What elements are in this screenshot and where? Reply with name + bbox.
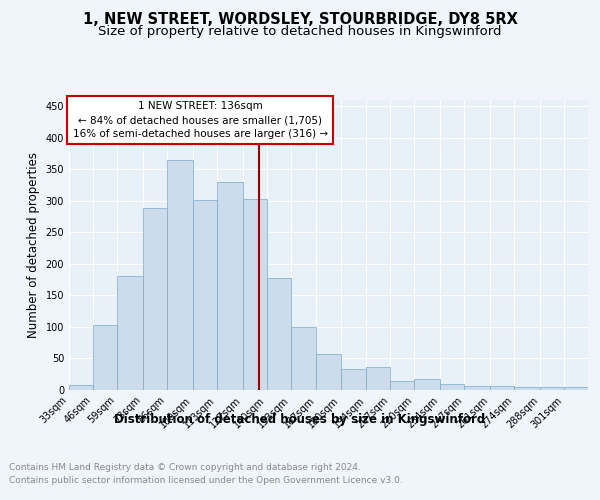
Bar (367, 368, 391, 390)
Bar (69, 385, 93, 390)
Bar (564, 388, 588, 390)
Bar (464, 386, 490, 390)
Bar (415, 378, 440, 390)
Bar (117, 276, 143, 390)
Bar (440, 384, 464, 390)
Text: Contains public sector information licensed under the Open Government Licence v3: Contains public sector information licen… (9, 476, 403, 485)
Text: 1, NEW STREET, WORDSLEY, STOURBRIDGE, DY8 5RX: 1, NEW STREET, WORDSLEY, STOURBRIDGE, DY… (83, 12, 517, 28)
Y-axis label: Number of detached properties: Number of detached properties (27, 152, 40, 338)
Bar (242, 199, 266, 390)
Bar (290, 327, 316, 390)
Bar (316, 354, 341, 390)
Bar (167, 160, 193, 390)
Bar (391, 380, 415, 390)
Text: Contains HM Land Registry data © Crown copyright and database right 2024.: Contains HM Land Registry data © Crown c… (9, 462, 361, 471)
Bar (193, 200, 217, 390)
Bar (93, 325, 117, 390)
Bar (217, 182, 242, 390)
Text: Distribution of detached houses by size in Kingswinford: Distribution of detached houses by size … (115, 412, 485, 426)
Bar (540, 388, 564, 390)
Bar (341, 368, 367, 390)
Bar (266, 278, 290, 390)
Bar (490, 386, 514, 390)
Text: 1 NEW STREET: 136sqm
← 84% of detached houses are smaller (1,705)
16% of semi-de: 1 NEW STREET: 136sqm ← 84% of detached h… (73, 101, 328, 139)
Bar (143, 208, 167, 390)
Text: Size of property relative to detached houses in Kingswinford: Size of property relative to detached ho… (98, 25, 502, 38)
Bar (514, 387, 540, 390)
